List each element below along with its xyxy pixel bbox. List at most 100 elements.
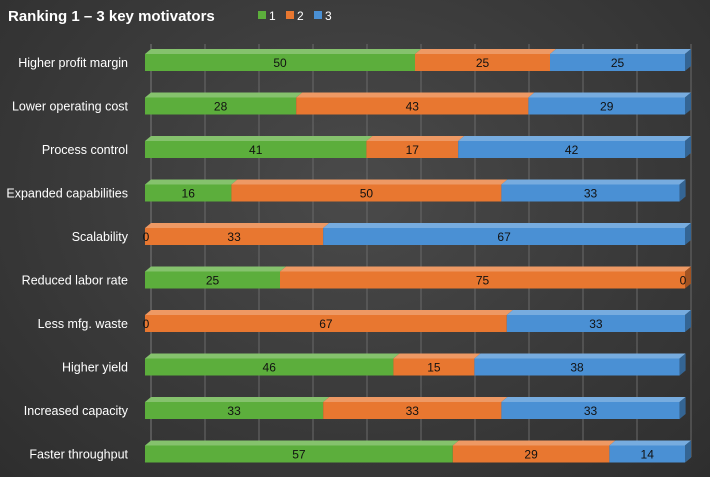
- bar-top: [145, 92, 303, 98]
- data-label: 15: [427, 361, 441, 375]
- data-label: 33: [406, 404, 420, 418]
- value-labels: 50 25 25 28 43 29 41 17 42 16 50 33 0 33 67 25 75 0 0 67 33 4…: [143, 56, 687, 462]
- bar-top: [145, 353, 400, 359]
- bar-side: [679, 353, 686, 376]
- data-label: 0: [143, 230, 150, 244]
- data-label: 50: [273, 56, 287, 70]
- bar-side: [685, 266, 691, 289]
- bar-segment: [296, 97, 529, 115]
- bar-top: [501, 179, 686, 185]
- data-label: 67: [497, 230, 511, 244]
- data-label: 33: [227, 404, 241, 418]
- data-label: 0: [143, 317, 150, 331]
- data-label: 41: [249, 143, 263, 157]
- category-label: Higher yield: [62, 361, 128, 375]
- bar-segment: [145, 54, 415, 71]
- legend-swatch-1: [258, 11, 266, 19]
- bar-top: [366, 136, 465, 141]
- bar-top: [474, 353, 686, 359]
- data-label: 25: [611, 56, 625, 70]
- data-label: 50: [360, 187, 374, 201]
- bar-top: [393, 353, 481, 359]
- data-label: 33: [227, 230, 241, 244]
- bar-segment: [501, 184, 680, 202]
- category-label: Expanded capabilities: [6, 187, 128, 201]
- data-label: 29: [524, 448, 538, 462]
- bar-segment: [145, 315, 507, 332]
- bar-side: [685, 92, 691, 115]
- bar-segment: [231, 184, 502, 202]
- bar-top: [145, 136, 373, 141]
- bar-side: [685, 223, 691, 245]
- data-label: 38: [570, 361, 584, 375]
- bar-side: [679, 397, 686, 419]
- bar-top: [528, 92, 691, 98]
- bar-top: [323, 397, 508, 402]
- bar-top: [280, 266, 691, 272]
- bar-segment: [145, 358, 394, 376]
- bar-top: [145, 310, 513, 315]
- category-label: Reduced labor rate: [22, 274, 128, 288]
- bar-segment: [415, 54, 550, 71]
- bar-segment: [145, 445, 453, 463]
- bar-segment: [145, 228, 324, 245]
- data-label: 28: [214, 100, 228, 114]
- bar-top: [458, 136, 691, 141]
- bar-segment: [145, 184, 232, 202]
- data-label: 33: [589, 317, 603, 331]
- bar-side: [685, 440, 691, 463]
- legend: 1 2 3: [258, 9, 332, 23]
- category-labels: Higher profit margin Lower operating cost…: [6, 56, 128, 462]
- bar-top: [501, 397, 686, 402]
- category-label: Scalability: [72, 230, 129, 244]
- bar-side: [679, 179, 686, 202]
- data-label: 25: [206, 274, 220, 288]
- bar-segment: [474, 358, 680, 376]
- bar-segment: [323, 228, 685, 245]
- bar-segment: [528, 97, 685, 115]
- bar-side: [685, 310, 691, 332]
- data-label: 46: [263, 361, 277, 375]
- data-label: 16: [182, 187, 196, 201]
- category-label: Increased capacity: [24, 404, 129, 418]
- category-label: Process control: [42, 143, 128, 157]
- bar-segment: [145, 271, 280, 289]
- data-label: 29: [600, 100, 614, 114]
- bar-top: [506, 310, 691, 315]
- bar-segment: [366, 141, 459, 158]
- bar-top: [415, 49, 556, 54]
- bar-segment: [280, 271, 685, 289]
- bar-top: [296, 92, 535, 98]
- bars: [145, 49, 691, 463]
- bar-top: [145, 223, 330, 228]
- data-label: 57: [292, 448, 306, 462]
- bar-segment: [609, 445, 685, 463]
- bar-top: [323, 223, 691, 228]
- legend-label-1: 1: [269, 9, 276, 23]
- data-label: 25: [476, 56, 490, 70]
- data-label: 42: [565, 143, 579, 157]
- bar-top: [145, 49, 421, 54]
- data-label: 14: [641, 448, 655, 462]
- category-label: Faster throughput: [29, 448, 128, 462]
- bar-top: [145, 397, 330, 402]
- data-label: 0: [680, 274, 687, 288]
- bar-segment: [393, 358, 475, 376]
- bar-top: [145, 266, 286, 272]
- bar-top: [452, 440, 616, 446]
- bar-segment: [452, 445, 610, 463]
- data-label: 43: [406, 100, 420, 114]
- bar-top: [609, 440, 691, 446]
- bar-segment: [145, 141, 367, 158]
- data-label: 75: [476, 274, 490, 288]
- bar-segment: [550, 54, 685, 71]
- bar-side: [685, 49, 691, 71]
- legend-label-2: 2: [297, 9, 304, 23]
- chart-title: Ranking 1 – 3 key motivators: [8, 8, 215, 25]
- data-label: 33: [584, 404, 598, 418]
- bar-top: [145, 179, 238, 185]
- bar-top: [550, 49, 691, 54]
- bar-segment: [323, 402, 502, 419]
- category-label: Less mfg. waste: [38, 317, 128, 331]
